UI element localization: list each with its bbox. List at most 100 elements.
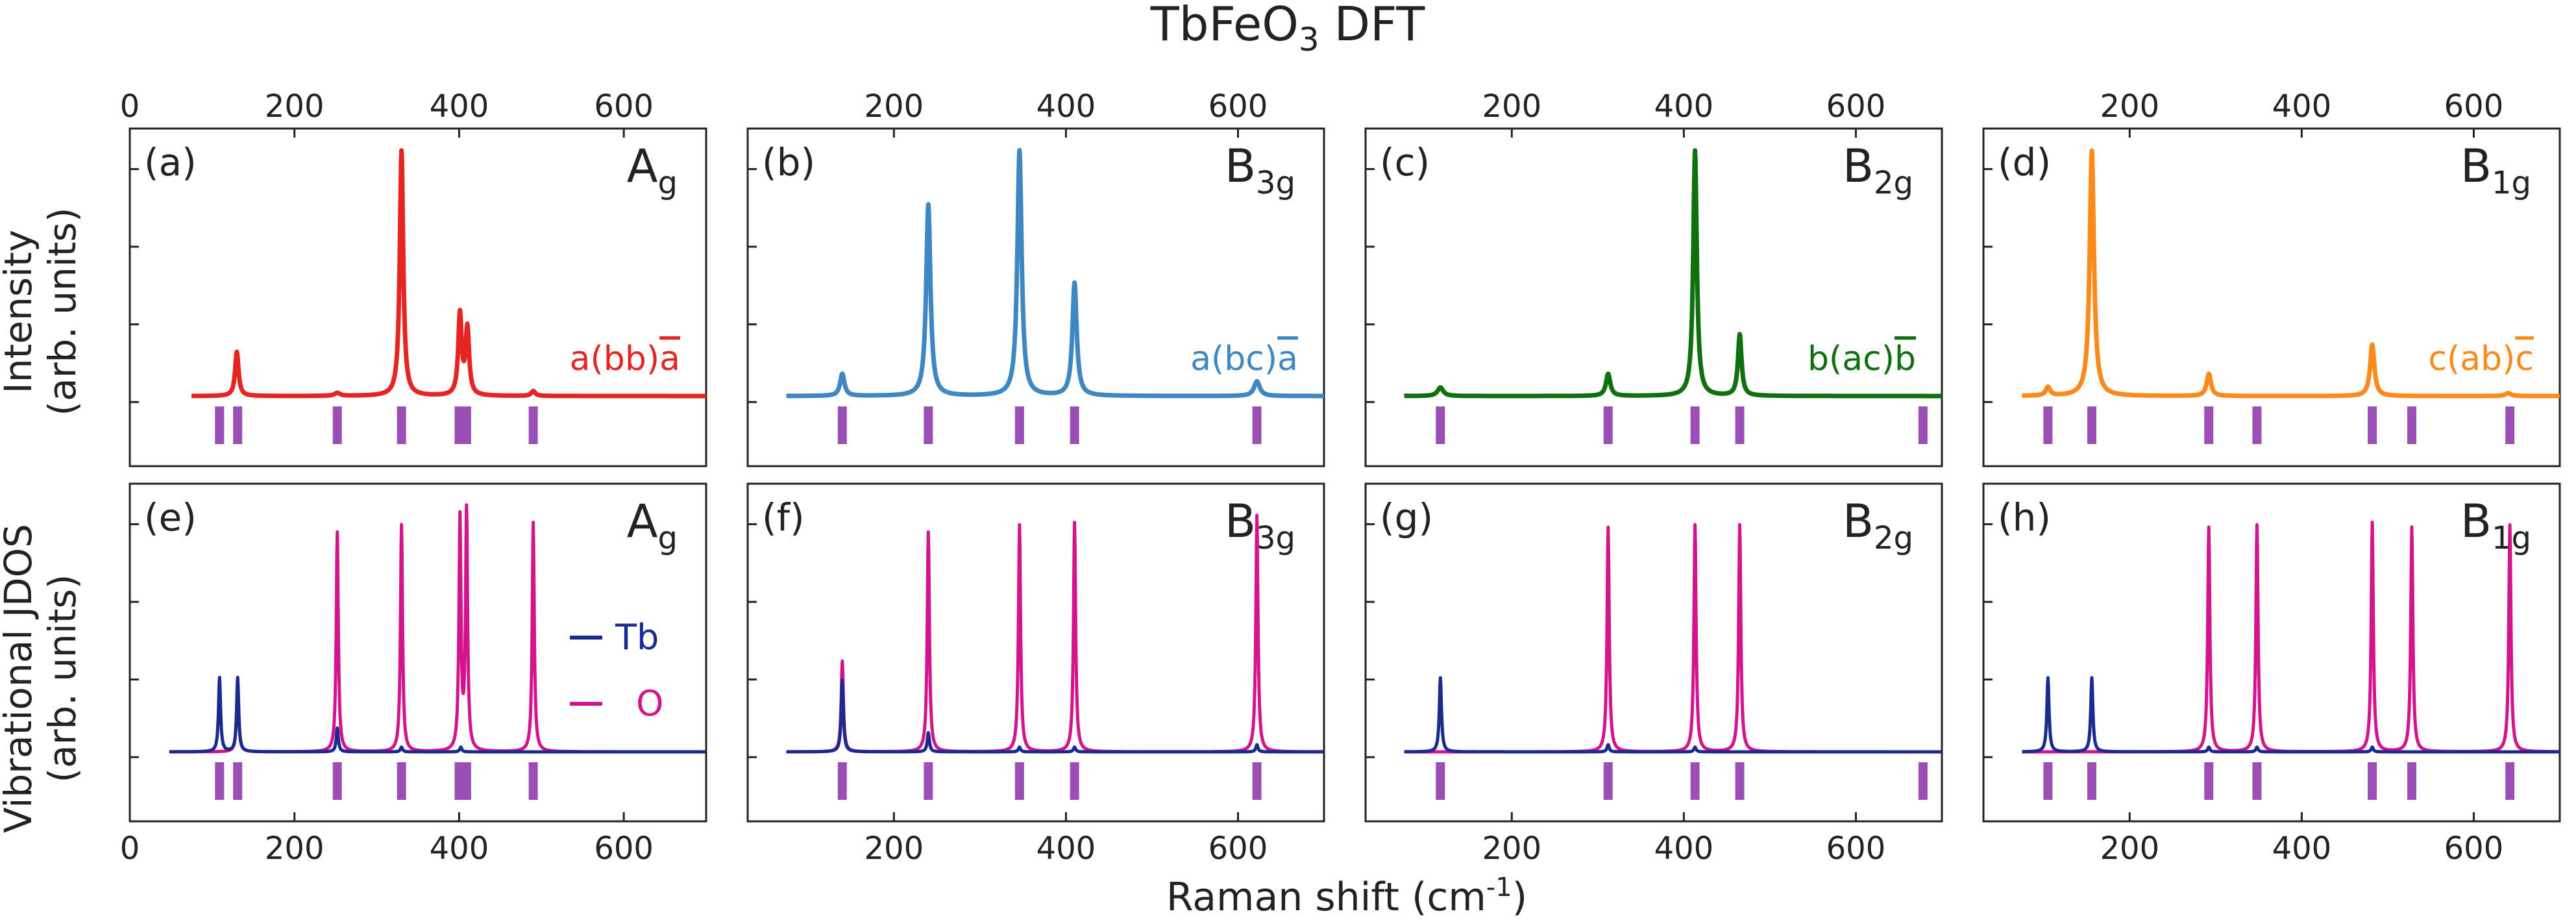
panel-f: 200 400 600 (f) B3g <box>746 482 1325 867</box>
x-axis-label: Raman shift (cm-1) <box>1166 873 1527 920</box>
x-tick-label: 400 <box>1037 88 1096 125</box>
x-tick-label: 200 <box>265 88 325 125</box>
mode-marker <box>1014 762 1024 800</box>
x-tick-label: 200 <box>1482 88 1542 125</box>
mode-marker <box>2368 762 2377 800</box>
symmetry-base: A <box>627 495 658 548</box>
x-tick-label: 400 <box>430 830 489 867</box>
row-label-intensity-line2: (arb. units) <box>40 208 84 416</box>
legend: Tb O <box>570 617 664 724</box>
panel-h: 200 400 600 (h) B1g <box>1982 482 2561 867</box>
mode-marker <box>1918 762 1928 800</box>
mode-marker <box>1603 406 1613 444</box>
mode-marker <box>2252 406 2262 444</box>
mode-marker <box>215 762 225 800</box>
mode-marker <box>1252 406 1262 444</box>
panel-label: (d) <box>1998 140 2051 184</box>
symmetry-label: B1g <box>2460 495 2531 556</box>
jdos-tb-line <box>2020 676 2561 754</box>
panel-label: (a) <box>144 140 197 184</box>
symmetry-subscript: 2g <box>1874 165 1913 201</box>
mode-marker <box>1690 762 1700 800</box>
mode-marker <box>1690 406 1700 444</box>
title-subscript: 3 <box>1299 21 1319 58</box>
jdos-tb-line <box>1403 676 1943 754</box>
x-tick-label: 200 <box>865 830 924 867</box>
mode-marker <box>1436 762 1445 800</box>
mode-marker <box>1436 406 1445 444</box>
panel-frame <box>1364 482 1943 823</box>
x-tick-label: 200 <box>2100 88 2160 125</box>
jdos-o-line <box>1403 523 1943 754</box>
mode-marker <box>454 406 464 444</box>
mode-marker <box>461 406 471 444</box>
symmetry-base: B <box>2460 495 2492 548</box>
symmetry-base: B <box>2460 140 2492 193</box>
mode-marker <box>837 762 847 800</box>
panel-label: (g) <box>1380 495 1433 540</box>
mode-marker <box>2043 762 2053 800</box>
x-tick-label: 400 <box>1654 88 1714 125</box>
panel-frame <box>1364 127 1943 467</box>
symmetry-subscript: 1g <box>2492 165 2531 201</box>
symmetry-label: B2g <box>1843 140 1913 201</box>
scattering-geometry-text: b(ac) <box>1808 340 1895 379</box>
mode-marker <box>215 406 225 444</box>
symmetry-base: B <box>1225 495 1256 548</box>
scattering-geometry-label: a(bb)a <box>570 340 680 379</box>
panel-label: (c) <box>1380 140 1430 184</box>
row-label-intensity-line1: Intensity <box>0 230 40 393</box>
raman-spectrum-line <box>1402 148 1944 399</box>
x-tick-label: 400 <box>2272 830 2332 867</box>
mode-marker <box>454 762 464 800</box>
scattering-geometry-text: a(bb) <box>570 340 659 379</box>
scattering-geometry-label: c(ab)c <box>2428 340 2534 379</box>
raman-spectrum-line <box>784 147 1326 399</box>
mode-marker <box>2368 406 2377 444</box>
mode-marker <box>2087 406 2096 444</box>
x-tick-label: 0 <box>120 88 140 125</box>
mode-marker <box>1603 762 1613 800</box>
mode-marker <box>397 406 406 444</box>
mode-marker <box>2252 762 2262 800</box>
panel-frame <box>1982 482 2561 823</box>
scattering-geometry-text: c(ab) <box>2428 340 2515 379</box>
panel-label: (e) <box>144 495 197 540</box>
panel-frame <box>129 127 707 467</box>
symmetry-label: Ag <box>627 495 678 556</box>
row-label-jdos-line2: (arb. units) <box>40 575 84 783</box>
x-tick-label: 600 <box>1826 830 1886 867</box>
mode-marker <box>2505 406 2515 444</box>
x-tick-label: 400 <box>1037 830 1096 867</box>
legend-o-label: O <box>636 683 664 724</box>
mode-marker <box>1918 406 1928 444</box>
raman-spectrum-line <box>190 148 708 399</box>
mode-marker <box>1014 406 1024 444</box>
mode-marker <box>2505 762 2515 800</box>
title-rest: DFT <box>1319 0 1425 51</box>
row-label-jdos-line1: Vibrational JDOS <box>0 524 40 833</box>
row-label-jdos: Vibrational JDOS (arb. units) <box>0 524 84 833</box>
symmetry-subscript: 3g <box>1256 165 1295 201</box>
scattering-geometry-label: a(bc)a <box>1190 340 1298 379</box>
jdos-o-line <box>785 514 1325 754</box>
symmetry-base: B <box>1843 495 1874 548</box>
panel-label: (h) <box>1998 495 2051 540</box>
x-tick-label: 600 <box>2444 88 2504 125</box>
mode-marker <box>924 762 933 800</box>
panel-d: 200 400 600 (d) B1g c(ab)c <box>1982 88 2562 467</box>
mode-marker <box>1070 762 1079 800</box>
x-tick-label: 600 <box>594 830 654 867</box>
panel-frame <box>129 482 707 823</box>
mode-marker <box>924 406 933 444</box>
x-tick-label: 600 <box>1208 88 1268 125</box>
symmetry-label: Ag <box>627 140 678 201</box>
mode-marker <box>1252 762 1262 800</box>
x-tick-label: 400 <box>2272 88 2332 125</box>
mode-marker <box>233 762 243 800</box>
panel-e: 0 200 400 600 (e) Ag <box>120 482 707 867</box>
symmetry-base: B <box>1843 140 1874 193</box>
legend-tb-label: Tb <box>615 617 659 658</box>
